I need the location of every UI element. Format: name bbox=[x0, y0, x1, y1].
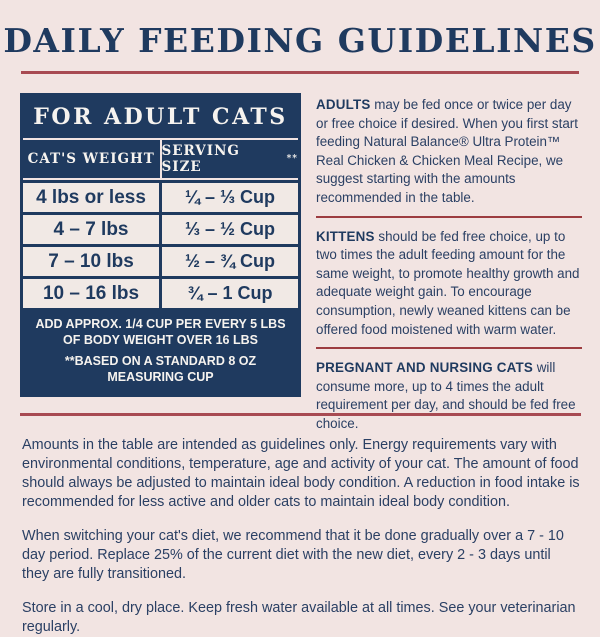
bottom-divider bbox=[20, 413, 581, 416]
pregnant-text: will consume more, up to 4 times the adu… bbox=[316, 360, 576, 431]
table-title: FOR ADULT CATS bbox=[23, 96, 298, 138]
weight-cell: 4 lbs or less bbox=[23, 183, 159, 212]
adults-lead: ADULTS bbox=[316, 97, 371, 112]
footnote-over-16lbs: ADD APPROX. 1/4 CUP PER EVERY 5 LBS OF B… bbox=[35, 317, 286, 347]
title-divider bbox=[21, 71, 579, 74]
table-row: 7 – 10 lbs ½ – ¾ Cup bbox=[23, 247, 298, 279]
pregnant-lead: PREGNANT AND NURSING CATS bbox=[316, 360, 534, 376]
adult-cats-feeding-table: FOR ADULT CATS CAT'S WEIGHT SERVING SIZE… bbox=[20, 93, 301, 397]
serving-cell: ¾ – 1 Cup bbox=[159, 279, 298, 308]
section-divider bbox=[316, 347, 582, 350]
col-header-serving: SERVING SIZE ** bbox=[161, 140, 298, 178]
footnote-measuring-cup: **BASED ON A STANDARD 8 OZ MEASURING CUP bbox=[64, 354, 257, 384]
guidelines-note: Amounts in the table are intended as gui… bbox=[22, 437, 580, 510]
weight-cell: 10 – 16 lbs bbox=[23, 279, 159, 308]
section-divider bbox=[316, 215, 582, 218]
feeding-notes-column: ADULTS may be fed once or twice per day … bbox=[316, 96, 582, 434]
feeding-guidelines-panel: DAILY FEEDING GUIDELINES FOR ADULT CATS … bbox=[3, 21, 597, 635]
paragraph-pregnant: PREGNANT AND NURSING CATS will consume m… bbox=[316, 359, 582, 433]
table-column-headers: CAT'S WEIGHT SERVING SIZE ** bbox=[23, 140, 298, 178]
paragraph-kittens: KITTENS should be fed free choice, up to… bbox=[316, 228, 582, 340]
table-row: 10 – 16 lbs ¾ – 1 Cup bbox=[23, 279, 298, 308]
table-row: 4 – 7 lbs ⅓ – ½ Cup bbox=[23, 215, 298, 247]
table-footnote: ADD APPROX. 1/4 CUP PER EVERY 5 LBS OF B… bbox=[23, 308, 298, 394]
serving-cell: ½ – ¾ Cup bbox=[159, 247, 298, 276]
serving-cell: ¼ – ⅓ Cup bbox=[159, 183, 298, 212]
bottom-notes: Amounts in the table are intended as gui… bbox=[22, 436, 580, 637]
weight-cell: 7 – 10 lbs bbox=[23, 247, 159, 276]
page-title: DAILY FEEDING GUIDELINES bbox=[3, 21, 597, 60]
col-header-serving-label: SERVING SIZE bbox=[161, 143, 240, 175]
transition-note: When switching your cat's diet, we recom… bbox=[22, 528, 564, 582]
table-body: 4 lbs or less ¼ – ⅓ Cup 4 – 7 lbs ⅓ – ½ … bbox=[23, 180, 298, 308]
serving-size-note-marker: ** bbox=[286, 154, 298, 164]
storage-note: Store in a cool, dry place. Keep fresh w… bbox=[22, 600, 576, 635]
weight-cell: 4 – 7 lbs bbox=[23, 215, 159, 244]
col-header-weight: CAT'S WEIGHT bbox=[23, 140, 160, 178]
table-row: 4 lbs or less ¼ – ⅓ Cup bbox=[23, 183, 298, 215]
kittens-lead: KITTENS bbox=[316, 228, 375, 244]
paragraph-adults: ADULTS may be fed once or twice per day … bbox=[316, 96, 582, 208]
kittens-text: should be fed free choice, up to two tim… bbox=[316, 228, 580, 337]
adults-text: may be fed once or twice per day or free… bbox=[316, 97, 578, 205]
serving-cell: ⅓ – ½ Cup bbox=[159, 215, 298, 244]
